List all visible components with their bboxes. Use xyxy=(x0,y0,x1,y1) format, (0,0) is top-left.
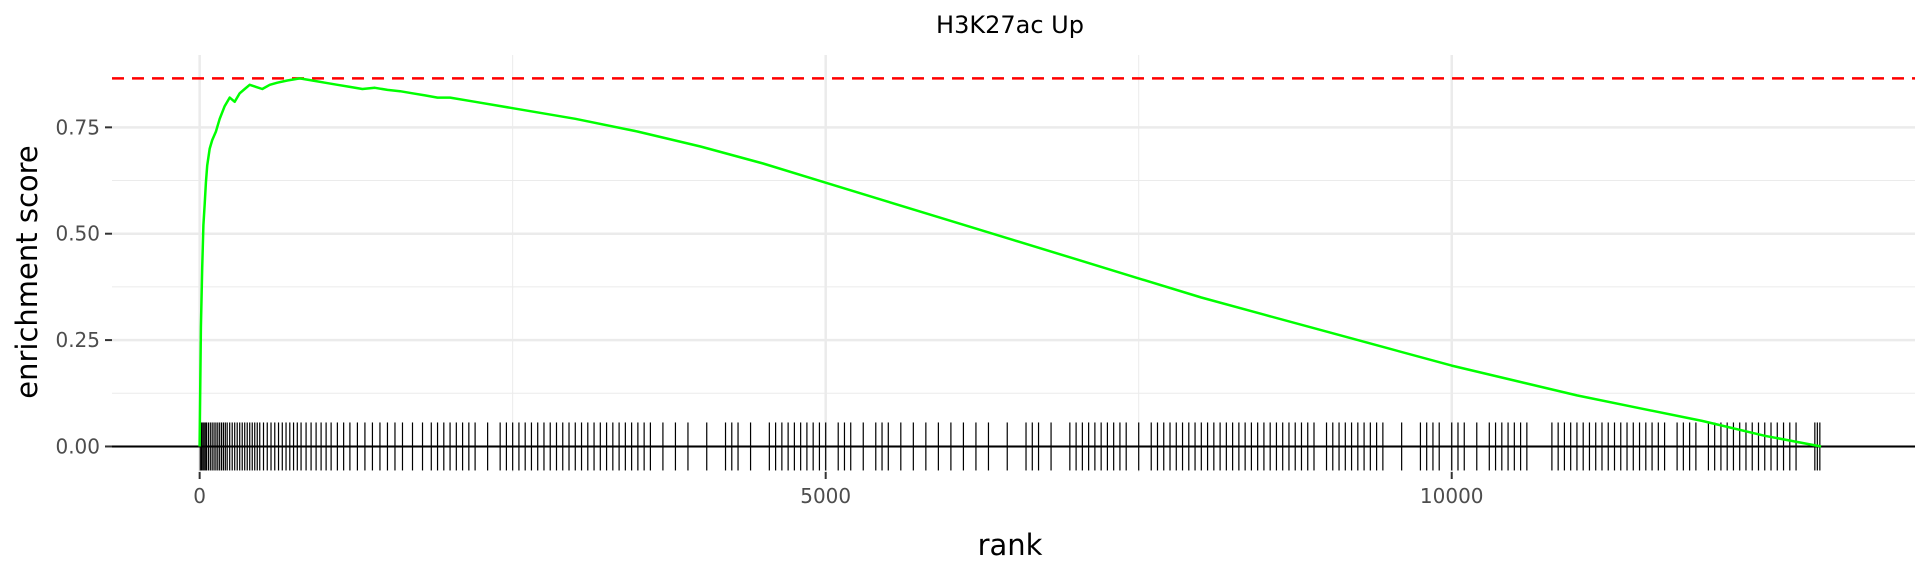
chart-title: H3K27ac Up xyxy=(936,11,1084,39)
y-tick-label: 0.25 xyxy=(55,328,100,352)
x-tick-label: 10000 xyxy=(1420,484,1484,508)
x-axis-title: rank xyxy=(978,528,1043,562)
y-tick-label: 0.50 xyxy=(55,222,100,246)
x-tick-label: 5000 xyxy=(800,484,851,508)
y-tick-label: 0.75 xyxy=(55,115,100,139)
enrichment-curve xyxy=(198,77,1822,448)
x-tick-label: 0 xyxy=(193,484,206,508)
axes: 0.00 0.25 0.50 0.75 0 5000 10000 xyxy=(55,115,1483,508)
y-axis-title: enrichment score xyxy=(10,145,44,399)
enrichment-curve-group xyxy=(198,77,1822,448)
y-tick-label: 0.00 xyxy=(55,434,100,458)
